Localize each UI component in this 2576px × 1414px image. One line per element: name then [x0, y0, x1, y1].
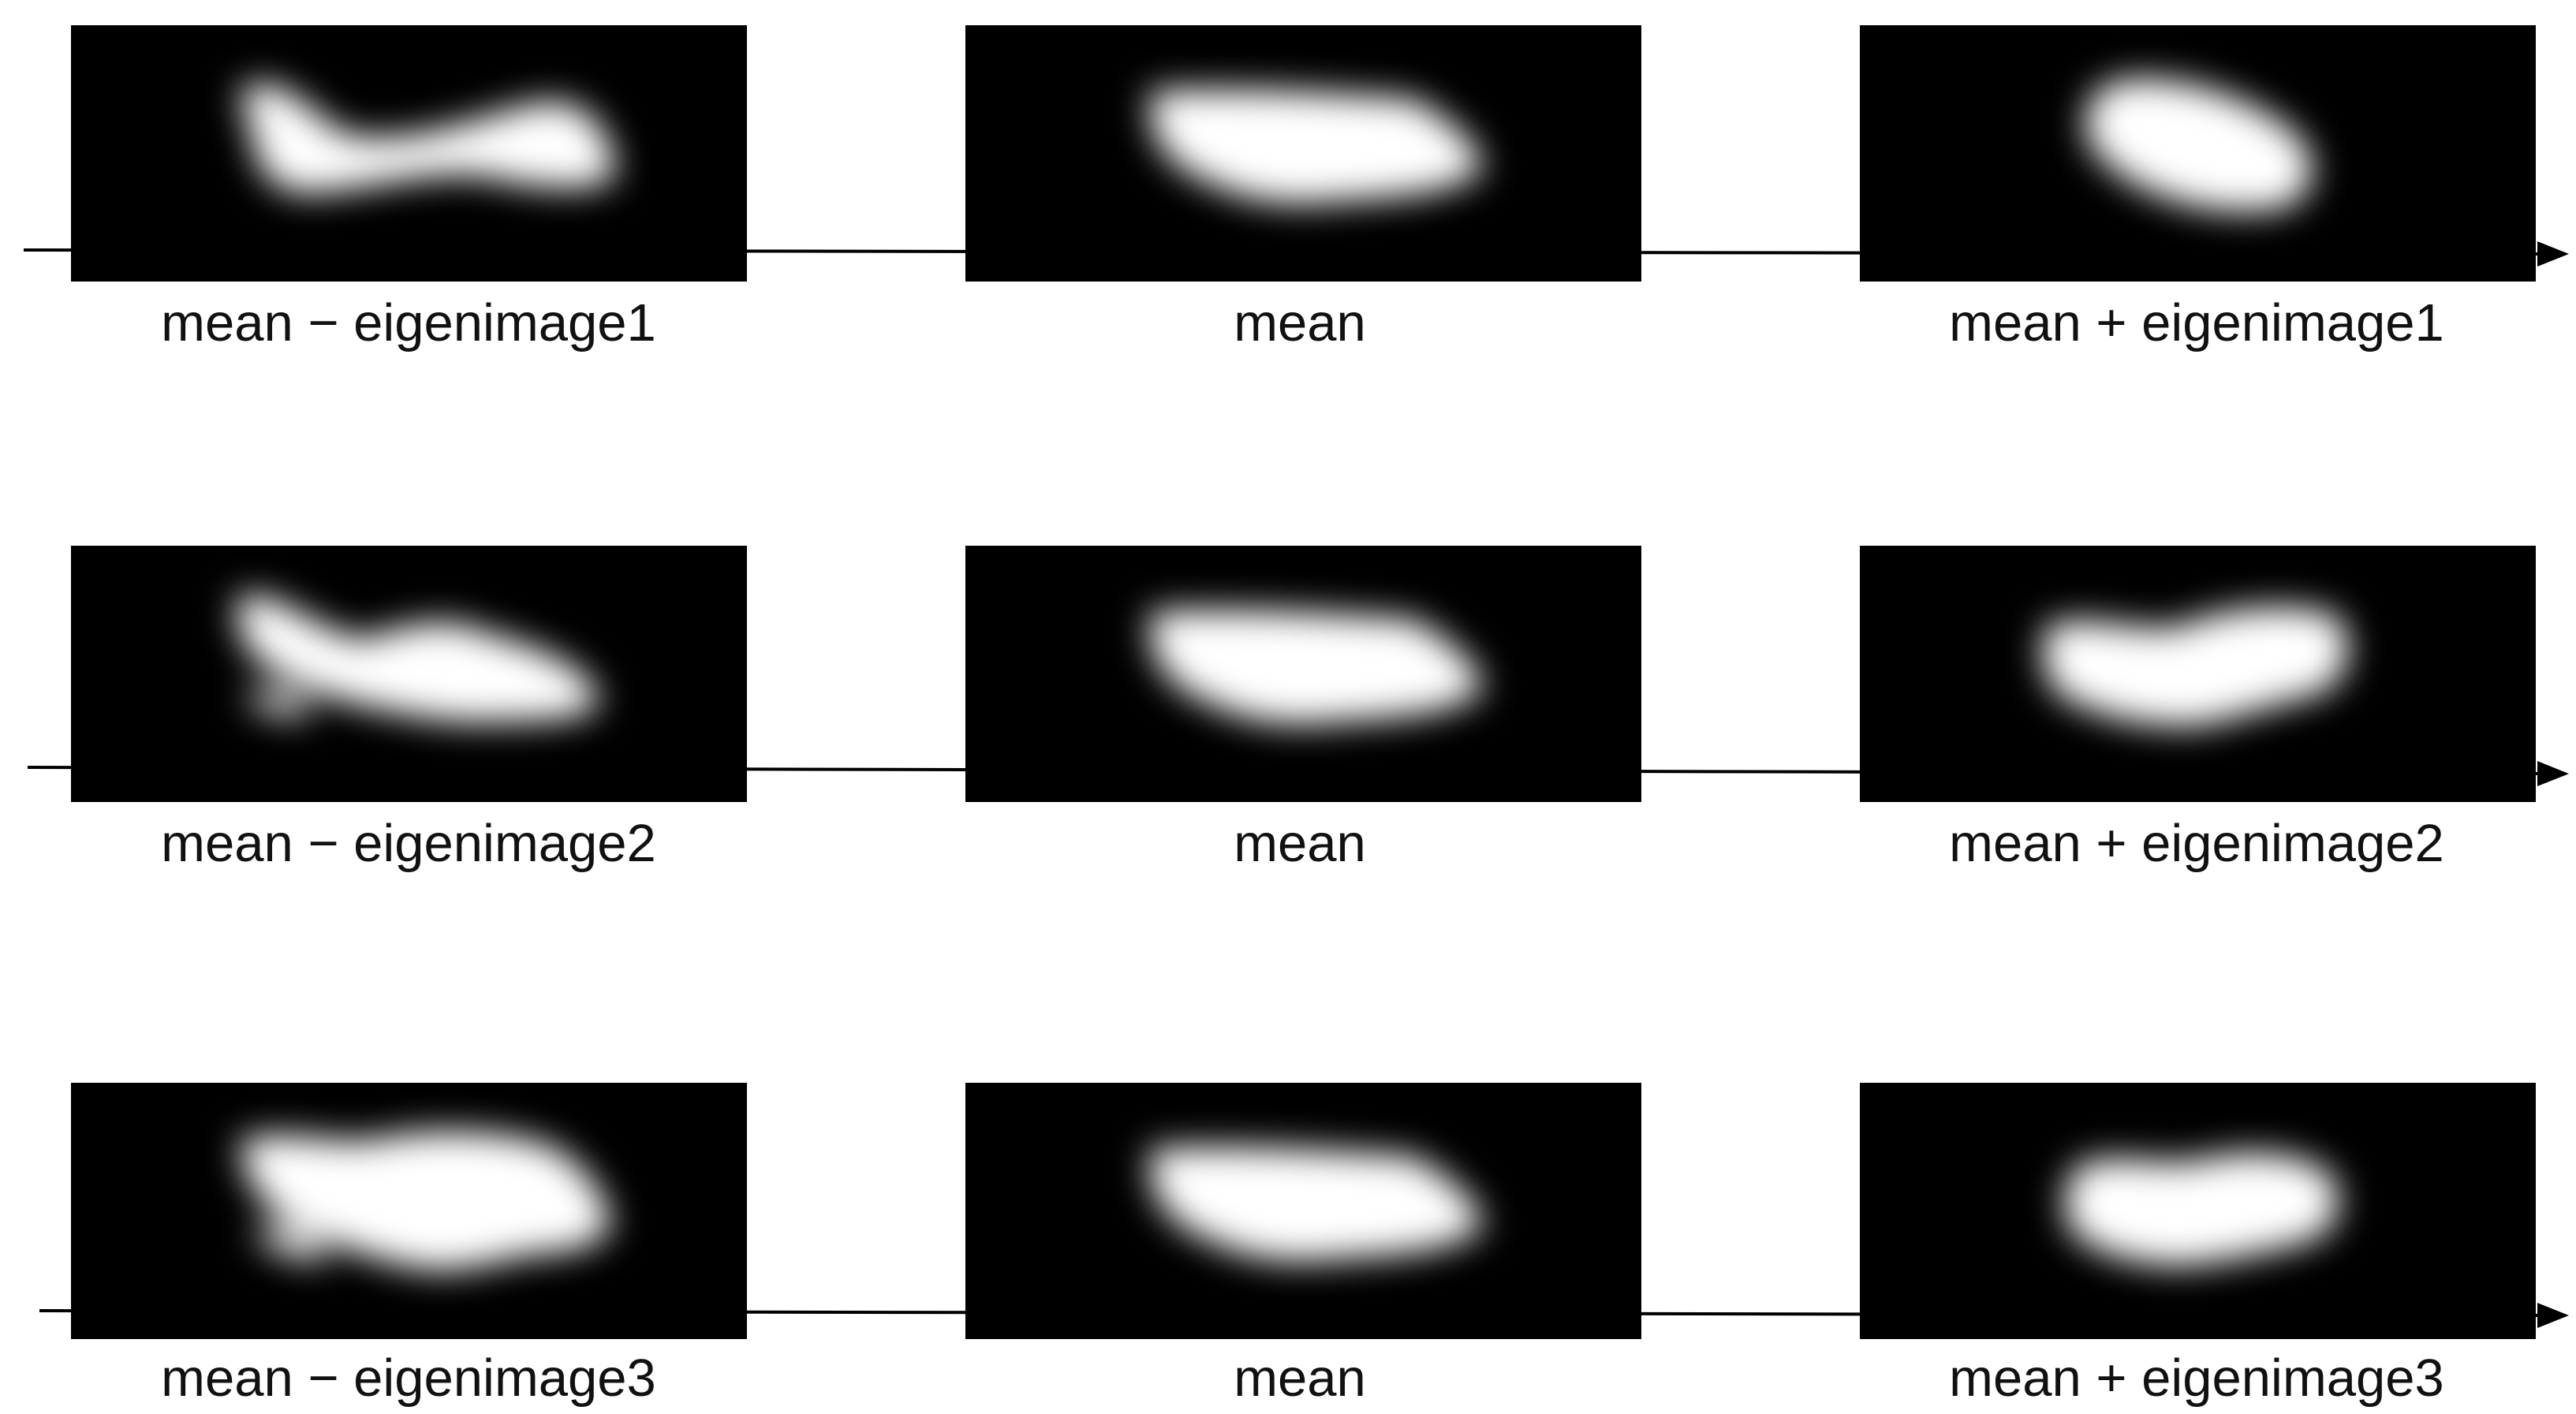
caption-row2-mean: mean [1234, 814, 1366, 873]
panel-row1-mean [965, 25, 1641, 282]
panel-row2-minus [71, 546, 747, 802]
panel-row3-plus [1860, 1083, 2536, 1339]
caption-row3-plus: mean + eigenimage3 [1949, 1349, 2444, 1408]
panel-row1-minus [71, 25, 747, 282]
caption-row3-minus: mean − eigenimage3 [161, 1349, 656, 1408]
row-3: mean − eigenimage3 mean mean + eigenimag… [39, 1083, 2569, 1408]
panel-row2-mean [965, 546, 1641, 802]
caption-row3-mean: mean [1234, 1349, 1366, 1408]
row-1: mean − eigenimage1 mean mean + eigenimag… [23, 25, 2569, 353]
caption-row1-plus: mean + eigenimage1 [1949, 293, 2444, 353]
panel-row3-mean [965, 1083, 1641, 1339]
caption-row2-plus: mean + eigenimage2 [1949, 814, 2444, 873]
caption-row1-mean: mean [1234, 293, 1366, 353]
panel-row1-plus [1860, 25, 2536, 282]
caption-row1-minus: mean − eigenimage1 [161, 293, 656, 353]
panel-row2-plus [1860, 546, 2536, 802]
row-2: mean − eigenimage2 mean mean + eigenimag… [27, 546, 2569, 873]
panel-row3-minus [71, 1083, 747, 1339]
caption-row2-minus: mean − eigenimage2 [161, 814, 656, 873]
